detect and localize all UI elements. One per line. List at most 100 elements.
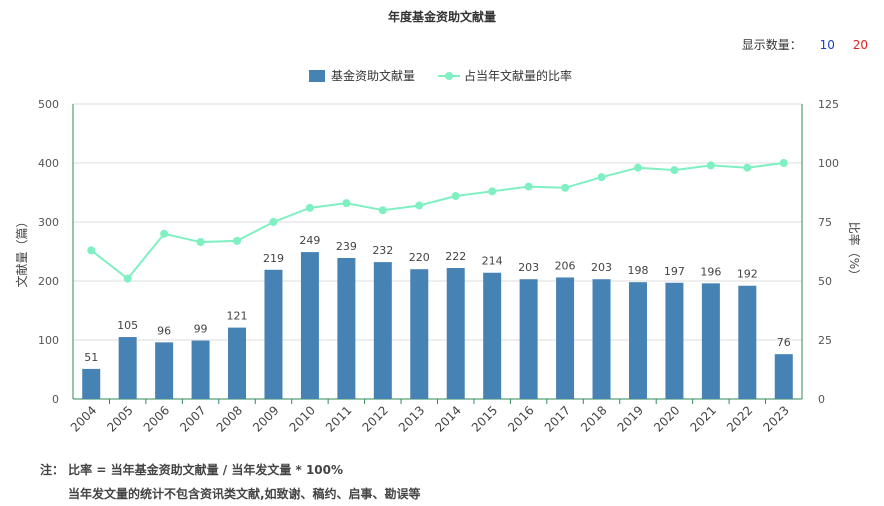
bar-value-label: 197 — [664, 265, 685, 278]
bar-value-label: 196 — [700, 265, 721, 278]
ratio-point — [87, 246, 96, 255]
x-tick-label: 2006 — [141, 403, 172, 434]
ratio-point — [706, 161, 715, 170]
bar — [519, 279, 538, 399]
bar-value-label: 99 — [194, 323, 208, 336]
ratio-line — [90, 162, 784, 281]
legend-bar-swatch — [309, 70, 325, 82]
x-tick-label: 2008 — [214, 403, 245, 434]
bar — [155, 342, 174, 399]
bar — [446, 268, 465, 399]
y-right-axis-title: 比率（%） — [847, 222, 862, 281]
y-right-tick-label: 125 — [818, 98, 839, 111]
x-tick-label: 2023 — [760, 403, 791, 434]
y-right-tick-label: 50 — [818, 275, 832, 288]
y-left-tick-label: 200 — [38, 275, 59, 288]
ratio-point — [305, 203, 314, 212]
ratio-point — [524, 182, 533, 191]
bar-value-label: 198 — [627, 264, 648, 277]
bar — [628, 282, 647, 399]
chart-area: 0 100 200 300 400 500 0 25 50 75 100 125 文献量（篇） 比率（%）… — [14, 68, 862, 435]
ratio-point — [779, 159, 788, 167]
bar — [738, 285, 757, 399]
x-tick-label: 2007 — [177, 403, 208, 434]
bar — [264, 269, 283, 399]
chart-title: 年度基金资助文献量 — [387, 10, 496, 24]
bar-value-label: 249 — [299, 234, 320, 247]
bar — [373, 262, 392, 399]
x-tick-label: 2014 — [432, 403, 463, 434]
ratio-point — [597, 173, 606, 182]
x-tick-label: 2005 — [104, 403, 135, 434]
y-left-tick-label: 100 — [38, 334, 59, 347]
x-tick-label: 2011 — [323, 403, 354, 434]
x-tick-label: 2010 — [287, 403, 318, 434]
y-right-tick-label: 100 — [818, 157, 839, 170]
display-count-option-20[interactable]: 20 — [852, 38, 868, 52]
x-tick-label: 2022 — [724, 403, 755, 434]
legend-bar-label: 基金资助文献量 — [331, 68, 415, 83]
ratio-point — [123, 274, 132, 283]
x-tick-label: 2017 — [542, 403, 573, 434]
y-left-tick-label: 0 — [52, 393, 59, 406]
note-exclusion: 当年发文量的统计不包含资讯类文献,如致谢、稿约、启事、勘误等 — [68, 487, 421, 501]
bar-value-label: 222 — [445, 250, 466, 263]
ratio-point — [451, 192, 460, 201]
x-tick-label: 2004 — [68, 403, 99, 434]
ratio-point — [196, 238, 205, 247]
bar — [556, 277, 575, 399]
ratio-point — [561, 183, 570, 192]
bar — [665, 282, 684, 399]
bar — [592, 279, 611, 399]
ratio-point — [633, 163, 642, 172]
bar-value-label: 76 — [777, 336, 791, 349]
x-tick-label: 2013 — [396, 403, 427, 434]
y-right-tick-label: 75 — [818, 216, 832, 229]
x-tick-label: 2020 — [651, 403, 682, 434]
x-tick-label: 2012 — [359, 403, 390, 434]
bar — [337, 257, 356, 399]
bar-value-label: 214 — [482, 255, 503, 268]
x-tick-label: 2009 — [250, 403, 281, 434]
x-tick-label: 2015 — [469, 403, 500, 434]
x-tick-label: 2019 — [615, 403, 646, 434]
bar — [82, 368, 101, 399]
bar-value-label: 192 — [737, 268, 758, 281]
ratio-point — [488, 187, 497, 196]
y-left-tick-label: 300 — [38, 216, 59, 229]
ratio-point — [160, 229, 169, 238]
bar-value-label: 105 — [117, 319, 138, 332]
x-tick-label: 2021 — [687, 403, 718, 434]
bar — [701, 283, 720, 399]
legend-line-label: 占当年文献量的比率 — [464, 68, 572, 83]
ratio-point — [233, 236, 242, 245]
y-right-tick-label: 0 — [818, 393, 825, 406]
display-count-option-10[interactable]: 10 — [819, 38, 835, 52]
bar — [118, 337, 137, 399]
bar-value-label: 203 — [518, 261, 539, 274]
bar-value-label: 220 — [409, 251, 430, 264]
ratio-point — [342, 199, 351, 208]
bar — [228, 327, 247, 399]
y-left-tick-label: 500 — [38, 98, 59, 111]
legend-line-marker — [445, 72, 453, 80]
bar — [410, 269, 429, 399]
bar-value-label: 121 — [227, 310, 248, 323]
ratio-point — [415, 201, 424, 210]
ratio-point — [378, 206, 387, 215]
note-ratio-formula: 注： 比率 = 当年基金资助文献量 / 当年发文量 * 100% — [40, 463, 344, 477]
bar-value-label: 203 — [591, 261, 612, 274]
bar-value-label: 96 — [157, 324, 171, 337]
y-right-tick-label: 25 — [818, 334, 832, 347]
bar-value-label: 206 — [555, 259, 576, 272]
x-tick-label: 2016 — [505, 403, 536, 434]
bar — [483, 272, 502, 399]
bar-value-label: 51 — [84, 351, 98, 364]
ratio-point — [743, 163, 752, 172]
bar-value-label: 219 — [263, 252, 284, 265]
bar-value-label: 239 — [336, 240, 357, 253]
display-count-selector: 显示数量： 10 20 — [742, 36, 868, 53]
y-left-tick-label: 400 — [38, 157, 59, 170]
ratio-point — [269, 218, 278, 226]
bar-value-label: 232 — [372, 244, 393, 257]
